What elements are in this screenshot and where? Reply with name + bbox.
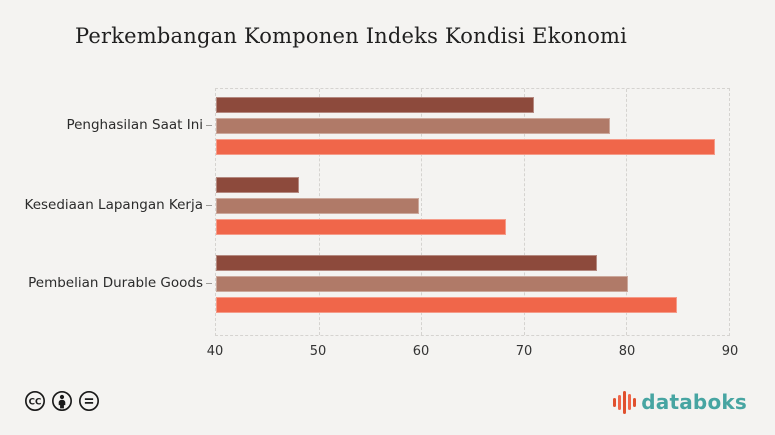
cc-icon[interactable]: CC — [24, 390, 46, 412]
license-badges[interactable]: CC — [24, 390, 100, 412]
databoks-logo[interactable]: databoks — [613, 388, 747, 416]
bar — [216, 139, 715, 155]
footer: CC databoks — [0, 386, 775, 420]
x-tick-label: 50 — [309, 344, 327, 359]
x-axis: 40 50 60 70 80 90 — [207, 344, 739, 362]
category-axis: Penghasilan Saat Ini Kesediaan Lapangan K… — [0, 88, 203, 336]
gridline — [421, 89, 423, 335]
attribution-icon[interactable] — [51, 390, 73, 412]
logo-bar — [628, 394, 632, 410]
logo-bar — [633, 397, 637, 407]
gridline — [626, 89, 628, 335]
x-tick-label: 80 — [618, 344, 636, 359]
bar — [216, 255, 597, 271]
category-tick — [206, 283, 212, 284]
gridline — [523, 89, 525, 335]
category-label: Kesediaan Lapangan Kerja — [24, 197, 203, 213]
bar-group — [216, 255, 729, 318]
bar — [216, 276, 629, 292]
category-tick — [206, 125, 212, 126]
bar-group — [216, 97, 729, 160]
logo-bar — [618, 394, 622, 410]
x-tick-label: 90 — [721, 344, 739, 359]
bar — [216, 177, 300, 193]
chart-title: Perkembangan Komponen Indeks Kondisi Eko… — [75, 24, 628, 48]
bar — [216, 297, 677, 313]
bar-group — [216, 177, 729, 240]
x-tick-label: 70 — [515, 344, 533, 359]
bar — [216, 198, 420, 214]
category-label: Pembelian Durable Goods — [28, 275, 203, 291]
category-label: Penghasilan Saat Ini — [66, 117, 203, 133]
no-derivatives-icon[interactable] — [78, 390, 100, 412]
bar — [216, 118, 610, 134]
x-tick-label: 60 — [412, 344, 430, 359]
bar — [216, 219, 507, 235]
logo-bar — [623, 390, 627, 414]
databoks-logo-text: databoks — [641, 390, 747, 414]
databoks-logo-icon — [613, 388, 637, 416]
logo-bar — [613, 397, 617, 407]
x-tick-label: 40 — [206, 344, 224, 359]
bar — [216, 97, 535, 113]
svg-text:CC: CC — [29, 397, 42, 407]
category-tick — [206, 205, 212, 206]
plot-area — [215, 88, 730, 336]
